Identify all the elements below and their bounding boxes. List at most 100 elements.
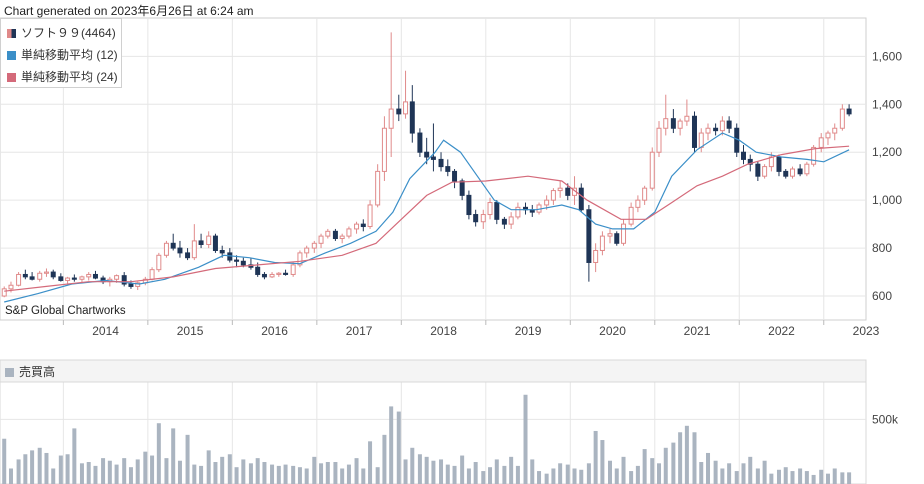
volume-bar xyxy=(558,463,563,484)
legend-item-sma12[interactable]: 単純移動平均 (12) xyxy=(7,46,118,63)
volume-bar xyxy=(368,441,373,484)
volume-bar xyxy=(143,451,148,484)
volume-bar xyxy=(650,458,655,484)
candle-body xyxy=(283,272,289,275)
volume-bar xyxy=(439,459,444,484)
y-tick-label: 1,600 xyxy=(872,49,902,63)
volume-bar xyxy=(65,454,70,484)
candle-body xyxy=(740,151,746,160)
volume-bar xyxy=(544,473,549,484)
candle-body xyxy=(388,108,394,129)
candle-body xyxy=(599,235,605,251)
volume-bar xyxy=(734,471,739,484)
candle-body xyxy=(276,272,282,275)
volume-bar xyxy=(150,455,155,484)
volume-bar xyxy=(375,467,380,484)
candle-body xyxy=(318,235,324,244)
candle-body xyxy=(149,269,155,280)
candle-body xyxy=(339,235,345,240)
volume-bar xyxy=(213,462,218,484)
volume-legend-label: 売買高 xyxy=(19,365,56,379)
candle-body xyxy=(607,233,613,237)
volume-bar xyxy=(494,459,499,484)
volume-bar xyxy=(755,468,760,484)
candle-body xyxy=(212,235,218,251)
candle-body xyxy=(156,254,162,271)
volume-bar xyxy=(319,463,324,484)
volume-bar xyxy=(234,467,239,484)
candle-body xyxy=(628,206,634,225)
volume-bar xyxy=(276,465,281,484)
volume-bar xyxy=(635,465,640,484)
candle-body xyxy=(586,209,592,263)
volume-bar xyxy=(101,458,106,484)
price-swatch-icon xyxy=(7,29,16,38)
candle-body xyxy=(1,288,7,297)
candle-body xyxy=(825,132,831,139)
volume-bar xyxy=(346,464,351,484)
candle-body xyxy=(128,283,134,287)
candle-body xyxy=(713,127,719,132)
volume-bar xyxy=(579,469,584,484)
candle-body xyxy=(846,108,852,115)
volume-bar xyxy=(8,468,13,484)
candle-body xyxy=(747,158,753,165)
volume-bar xyxy=(114,464,119,484)
volume-bar xyxy=(663,447,668,484)
candle-body xyxy=(776,156,782,172)
candle-body xyxy=(185,252,191,259)
candle-body xyxy=(65,277,71,281)
volume-bar xyxy=(706,452,711,484)
volume-bar xyxy=(262,462,267,484)
candle-body xyxy=(797,168,803,175)
volume-bar xyxy=(748,456,753,484)
candle-body xyxy=(832,127,838,134)
volume-legend[interactable]: 売買高 xyxy=(5,363,55,380)
volume-bar xyxy=(684,425,689,484)
candle-body xyxy=(92,273,98,279)
candle-body xyxy=(22,273,28,278)
volume-bar xyxy=(2,438,7,484)
candle-body xyxy=(438,158,444,168)
volume-bar xyxy=(206,450,211,484)
candle-body xyxy=(375,170,381,206)
candle-body xyxy=(473,214,479,223)
volume-bar xyxy=(657,463,662,484)
sma24-swatch-icon xyxy=(7,73,16,82)
volume-bar xyxy=(692,432,697,484)
legend-item-sma24[interactable]: 単純移動平均 (24) xyxy=(7,68,118,85)
candle-body xyxy=(269,273,275,278)
candle-body xyxy=(635,199,641,208)
candle-body xyxy=(332,230,338,240)
candle-body xyxy=(593,249,599,263)
watermark: S&P Global Chartworks xyxy=(5,305,126,317)
y-tick-label: 600 xyxy=(872,289,892,303)
candle-body xyxy=(354,223,360,230)
volume-bar xyxy=(403,459,408,484)
candle-body xyxy=(261,273,267,278)
volume-bar xyxy=(37,447,42,484)
volume-bar xyxy=(30,450,35,484)
legend-label-price: ソフト９９(4464) xyxy=(21,26,116,40)
candle-body xyxy=(501,218,507,225)
candle-body xyxy=(508,216,514,225)
legend-item-price[interactable]: ソフト９９(4464) xyxy=(7,24,116,41)
volume-bar xyxy=(51,468,56,484)
candle-body xyxy=(656,127,662,153)
volume-bar xyxy=(769,473,774,484)
candle-body xyxy=(219,249,225,254)
volume-bar xyxy=(840,472,845,484)
candle-body xyxy=(544,199,550,206)
legend: ソフト９９(4464) 単純移動平均 (12) 単純移動平均 (24) xyxy=(0,18,122,88)
candle-body xyxy=(804,163,810,175)
candle-body xyxy=(677,120,683,129)
candle-body xyxy=(255,266,261,275)
volume-bar xyxy=(431,460,436,484)
x-tick-label: 2023 xyxy=(853,324,880,338)
volume-bar xyxy=(128,467,133,484)
volume-bar xyxy=(396,411,401,484)
volume-bar xyxy=(452,465,457,484)
candle-body xyxy=(494,202,500,220)
volume-bar xyxy=(488,467,493,484)
